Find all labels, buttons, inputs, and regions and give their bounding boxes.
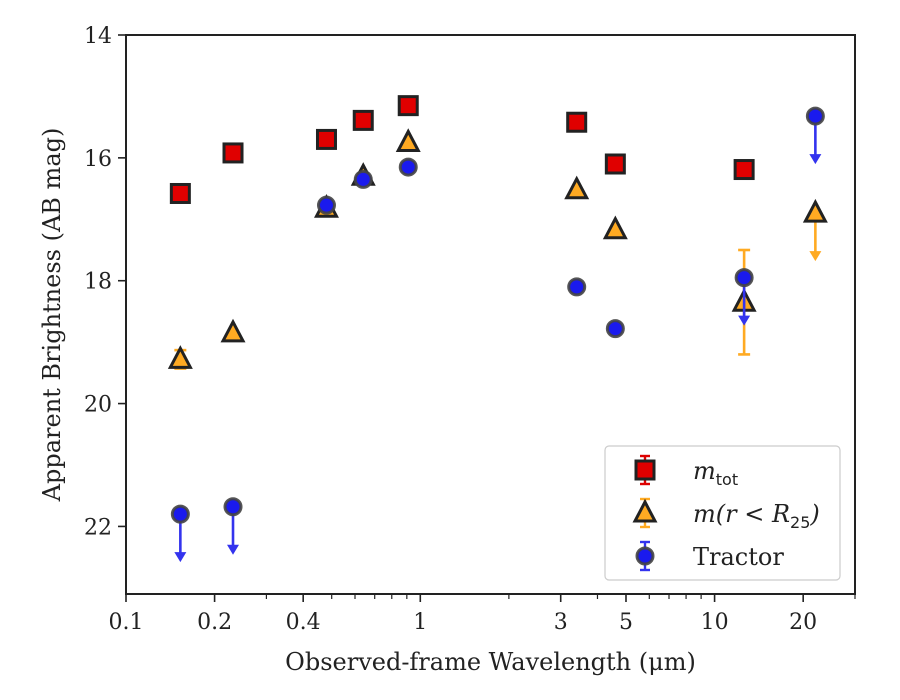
- series-triangle: [167, 128, 828, 370]
- data-point-triangle: [602, 215, 628, 240]
- data-point-triangle: [395, 128, 421, 152]
- data-point-circle: [734, 268, 754, 288]
- legend-marker-circle: [635, 546, 655, 566]
- data-point-triangle: [220, 318, 246, 343]
- x-tick-label: 5: [619, 610, 633, 635]
- upper-limit-arrowhead: [174, 552, 187, 563]
- legend-label: Tractor: [693, 543, 784, 571]
- data-point-circle: [223, 497, 243, 517]
- y-tick-label: 16: [84, 147, 112, 172]
- legend-box: [604, 445, 841, 581]
- legend-label: mtot: [693, 457, 738, 489]
- data-point-square: [315, 128, 337, 150]
- upper-limit-arrowhead: [227, 544, 240, 555]
- upper-limit-arrowhead: [809, 251, 822, 262]
- y-tick-label: 18: [84, 270, 112, 295]
- data-point-circle: [805, 106, 825, 126]
- legend-marker-triangle: [632, 498, 658, 523]
- upper-limit-arrowhead: [738, 315, 751, 326]
- data-point-square: [733, 159, 755, 181]
- x-axis-label: Observed-frame Wavelength (μm): [285, 648, 696, 676]
- legend-marker-square: [634, 459, 656, 481]
- x-tick-label: 0.4: [286, 610, 321, 635]
- data-point-square: [169, 182, 191, 204]
- x-tick-label: 10: [701, 610, 729, 635]
- data-point-circle: [567, 277, 587, 297]
- data-point-circle: [605, 319, 625, 339]
- y-tick-label: 14: [84, 24, 112, 49]
- data-point-triangle: [564, 175, 590, 200]
- plot-frame: [125, 34, 856, 595]
- y-axis-label: Apparent Brightness (AB mag): [38, 128, 66, 503]
- legend-label: m(r < R25): [693, 500, 820, 532]
- data-point-square: [352, 109, 374, 131]
- x-tick-label: 0.1: [109, 610, 144, 635]
- data-point-circle: [170, 504, 190, 524]
- series-square: [169, 95, 755, 204]
- data-point-circle: [316, 195, 336, 215]
- data-point-square: [566, 111, 588, 133]
- x-tick-label: 20: [789, 610, 817, 635]
- data-point-square: [604, 153, 626, 175]
- data-point-circle: [398, 157, 418, 177]
- data-point-circle: [353, 169, 373, 189]
- data-point-triangle: [167, 345, 193, 369]
- y-tick-label: 20: [84, 393, 112, 418]
- x-tick-label: 0.2: [197, 610, 232, 635]
- x-tick-label: 1: [413, 610, 427, 635]
- y-tick-label: 22: [84, 515, 112, 540]
- series-circle: [170, 106, 825, 563]
- data-point-square: [222, 142, 244, 164]
- x-tick-label: 3: [554, 610, 568, 635]
- data-point-square: [397, 95, 419, 117]
- upper-limit-arrowhead: [809, 154, 822, 165]
- data-point-triangle: [802, 198, 828, 223]
